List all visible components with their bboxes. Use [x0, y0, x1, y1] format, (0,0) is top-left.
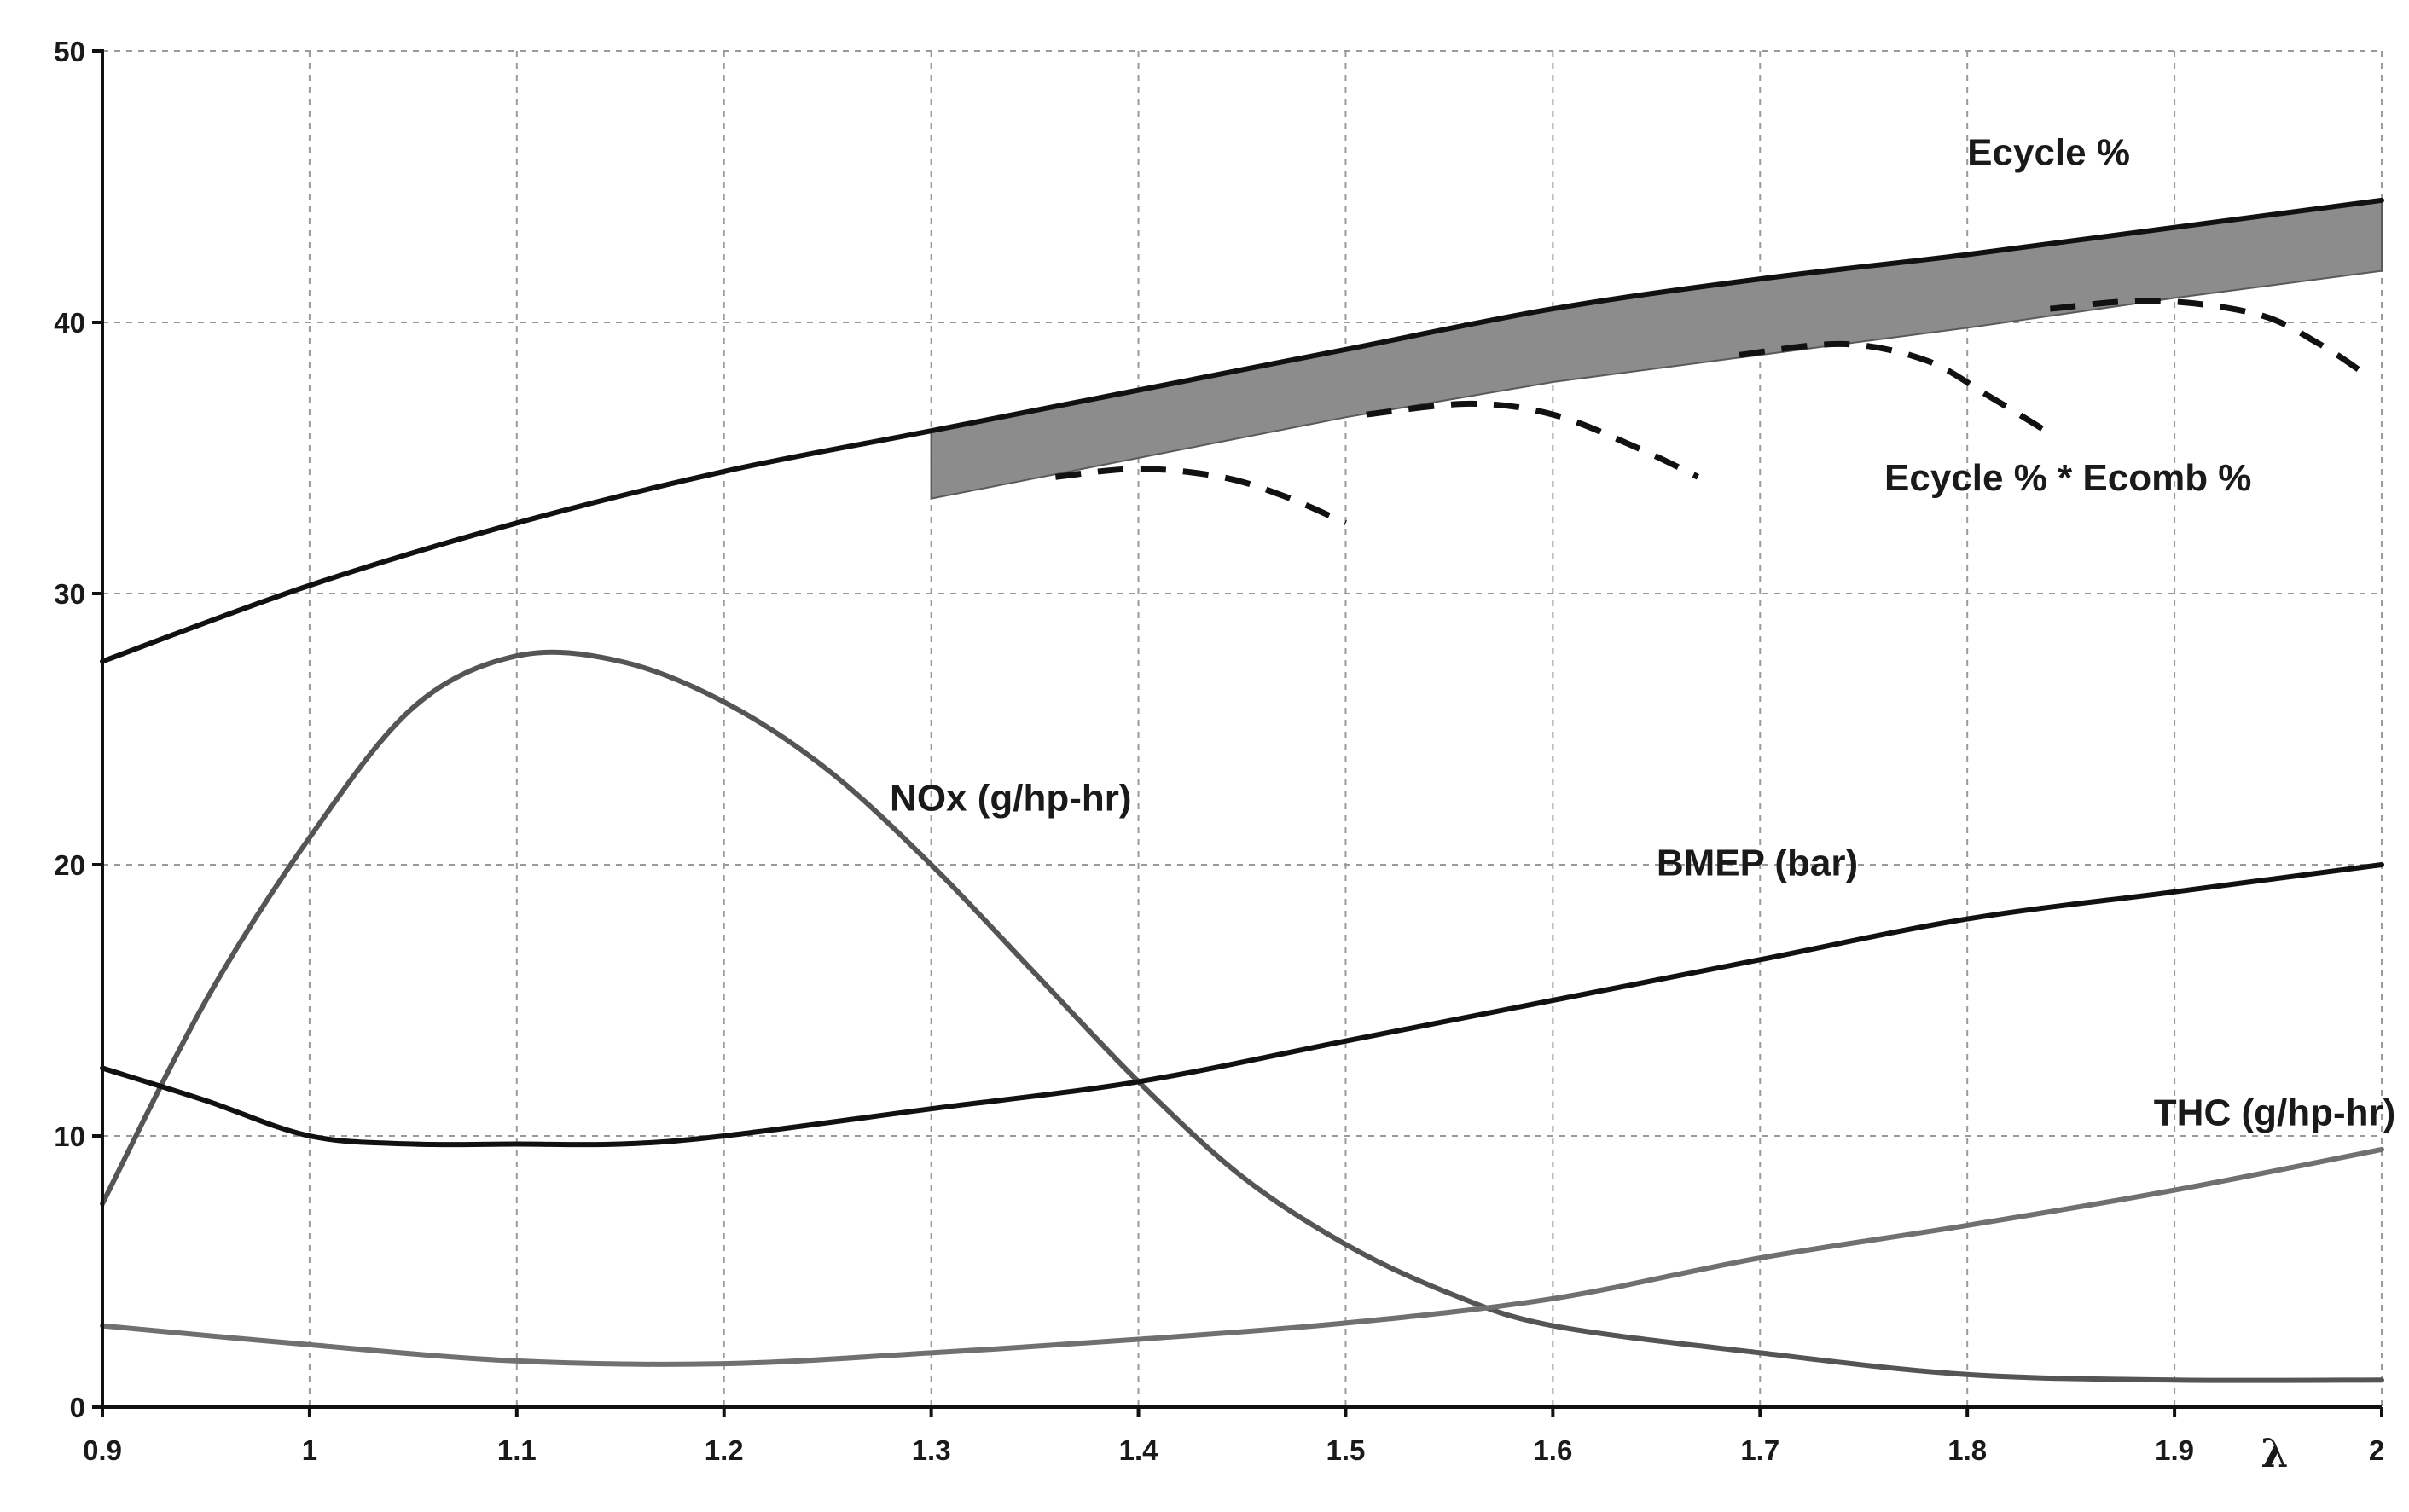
series-label-ecycle: Ecycle % — [1967, 132, 2130, 174]
series-label-nox-g-hp-hr: NOx (g/hp-hr) — [890, 777, 1132, 819]
dashed-curve-ecycle-ecomb-2 — [1366, 400, 1699, 480]
series-labels: Ecycle % Ecycle % * Ecomb % NOx (g/hp-hr) B… — [890, 132, 2395, 1134]
series-label-ecycle-ecomb: Ecycle % * Ecomb % — [1884, 457, 2251, 499]
y-tick-label: 10 — [54, 1121, 85, 1152]
series-line-bmep-bar — [100, 862, 2384, 1148]
x-tick-label: 1.3 — [912, 1434, 951, 1466]
x-tick-label: 1.2 — [705, 1434, 744, 1466]
dashed-curve-ecycle-ecomb-4 — [2050, 298, 2363, 374]
dashed-curve-ecycle-ecomb-1 — [1055, 466, 1347, 526]
x-tick-label: 1.9 — [2155, 1434, 2194, 1466]
axes — [92, 49, 2383, 1417]
series-line-nox-g-hp-hr — [100, 649, 2384, 1383]
x-tick-label: 1 — [302, 1434, 317, 1466]
x-tick-label: 1.7 — [1740, 1434, 1779, 1466]
x-tick-label: 1.8 — [1948, 1434, 1987, 1466]
series-layer — [100, 197, 2384, 1383]
x-tick-label: 0.9 — [83, 1434, 122, 1466]
series-line-ecycle — [100, 197, 2384, 664]
dashed-curve-ecycle-ecomb-3 — [1739, 340, 2052, 437]
series-label-bmep-bar: BMEP (bar) — [1657, 843, 1858, 884]
y-tick-label: 30 — [54, 578, 85, 610]
y-tick-label: 20 — [54, 849, 85, 881]
x-tick-label: 1.5 — [1326, 1434, 1366, 1466]
x-tick-label: 1.4 — [1119, 1434, 1159, 1466]
series-line-thc-g-hp-hr — [100, 1146, 2384, 1367]
series-label-thc-g-hp-hr: THC (g/hp-hr) — [2154, 1092, 2395, 1133]
x-tick-label: 2 — [2369, 1434, 2384, 1466]
tick-labels: 0 10 20 30 40 50 0.9 1 1.1 1.2 1.3 1.4 1.5 1.6 1.7 1.8 1… — [54, 36, 2384, 1466]
y-tick-label: 40 — [54, 307, 85, 339]
y-tick-label: 0 — [70, 1392, 85, 1423]
y-tick-label: 50 — [54, 36, 85, 67]
x-tick-label: 1.6 — [1533, 1434, 1572, 1466]
x-axis-label: λ — [2261, 1430, 2288, 1476]
x-tick-label: 1.1 — [497, 1434, 537, 1466]
